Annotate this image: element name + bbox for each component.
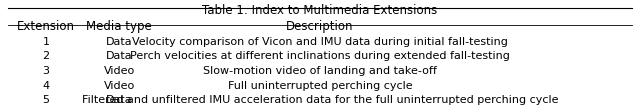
Text: 1: 1 xyxy=(42,37,49,47)
Text: Table 1: Index to Multimedia Extensions: Table 1: Index to Multimedia Extensions xyxy=(202,4,438,17)
Text: Data: Data xyxy=(106,95,132,106)
Text: Velocity comparison of Vicon and IMU data during initial fall-testing: Velocity comparison of Vicon and IMU dat… xyxy=(132,37,508,47)
Text: 4: 4 xyxy=(42,81,49,91)
Text: Description: Description xyxy=(286,20,354,33)
Text: 3: 3 xyxy=(42,66,49,76)
Text: 2: 2 xyxy=(42,51,49,61)
Text: 5: 5 xyxy=(42,95,49,106)
Text: Data: Data xyxy=(106,37,132,47)
Text: Video: Video xyxy=(104,81,135,91)
Text: Media type: Media type xyxy=(86,20,152,33)
Text: Data: Data xyxy=(106,51,132,61)
Text: Video: Video xyxy=(104,66,135,76)
Text: Slow-motion video of landing and take-off: Slow-motion video of landing and take-of… xyxy=(203,66,437,76)
Text: Full uninterrupted perching cycle: Full uninterrupted perching cycle xyxy=(228,81,412,91)
Text: Filtered and unfiltered IMU acceleration data for the full uninterrupted perchin: Filtered and unfiltered IMU acceleration… xyxy=(82,95,558,106)
Text: Perch velocities at different inclinations during extended fall-testing: Perch velocities at different inclinatio… xyxy=(130,51,510,61)
Text: Extension: Extension xyxy=(17,20,75,33)
